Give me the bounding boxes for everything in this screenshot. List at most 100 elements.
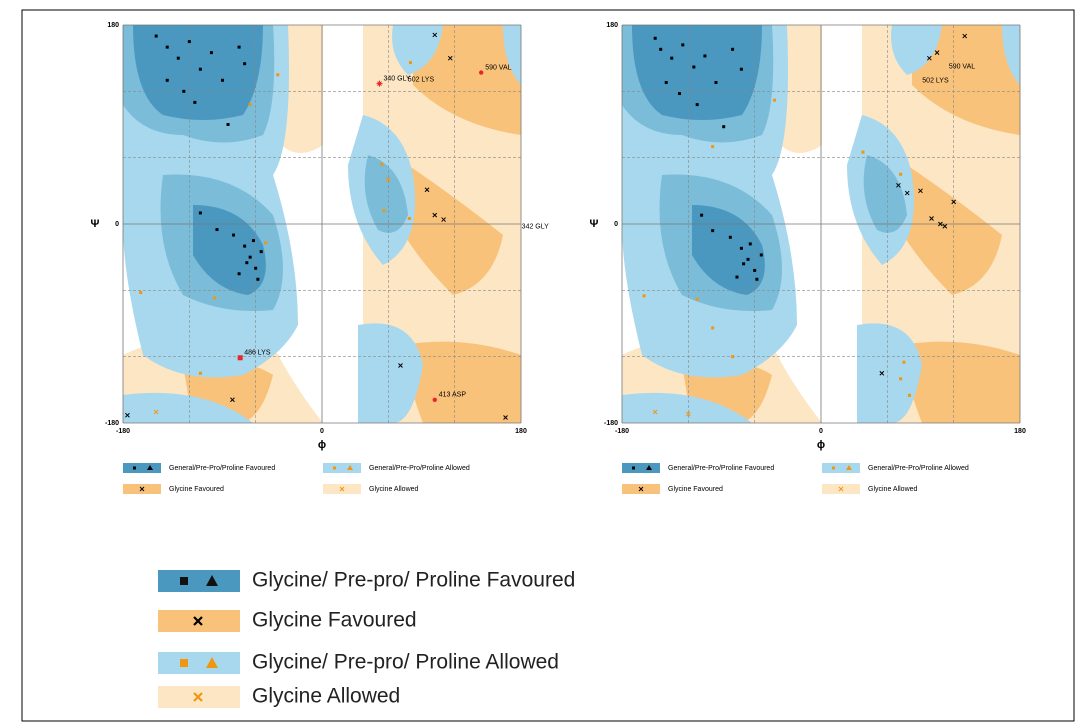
point bbox=[139, 291, 143, 295]
annotation: 486 LYS bbox=[244, 350, 271, 357]
point bbox=[722, 125, 726, 129]
highlight-point bbox=[237, 355, 243, 361]
legend-marker bbox=[832, 466, 835, 470]
y-tick-label: -180 bbox=[604, 420, 618, 427]
point bbox=[256, 277, 260, 281]
point bbox=[899, 377, 903, 381]
legend-label: Glycine Favoured bbox=[668, 486, 723, 493]
y-tick-label: 0 bbox=[614, 221, 618, 228]
point bbox=[731, 355, 735, 359]
legend-label: General/Pre-Pro/Proline Favoured bbox=[169, 465, 275, 472]
point bbox=[711, 229, 715, 233]
legend-label: General/Pre-Pro/Proline Allowed bbox=[369, 465, 470, 472]
y-tick-label: 180 bbox=[107, 22, 119, 29]
point bbox=[652, 409, 658, 415]
point bbox=[398, 363, 403, 368]
point bbox=[407, 216, 411, 220]
point bbox=[711, 326, 715, 330]
key-marker bbox=[193, 692, 203, 702]
x-tick-label: 180 bbox=[515, 428, 527, 435]
point bbox=[899, 172, 903, 176]
legend-marker bbox=[139, 486, 145, 492]
key-marker bbox=[193, 616, 203, 626]
annotation: 342 GLY bbox=[522, 224, 549, 231]
point bbox=[447, 55, 453, 61]
key-swatch bbox=[158, 570, 240, 592]
point bbox=[221, 78, 224, 82]
key-marker bbox=[180, 577, 188, 585]
legend-marker bbox=[638, 486, 644, 492]
point bbox=[755, 277, 759, 281]
point bbox=[951, 199, 957, 205]
point bbox=[904, 190, 910, 196]
point bbox=[245, 261, 249, 265]
point bbox=[259, 250, 263, 254]
point bbox=[226, 123, 230, 126]
point bbox=[659, 47, 663, 51]
point bbox=[714, 80, 718, 84]
point bbox=[934, 50, 940, 55]
point bbox=[187, 40, 191, 44]
point bbox=[692, 65, 696, 69]
point bbox=[711, 145, 715, 149]
point bbox=[938, 221, 943, 227]
legend-swatch bbox=[323, 463, 361, 473]
point bbox=[264, 241, 268, 245]
point bbox=[441, 217, 446, 222]
point bbox=[165, 78, 169, 82]
point bbox=[254, 266, 258, 270]
point bbox=[742, 262, 746, 266]
point bbox=[735, 275, 739, 279]
point bbox=[243, 244, 247, 248]
point bbox=[237, 272, 241, 276]
point bbox=[748, 242, 752, 246]
x-tick-label: 0 bbox=[819, 428, 823, 435]
annotation: 590 VAL bbox=[949, 63, 975, 70]
point bbox=[695, 103, 699, 107]
point bbox=[907, 393, 911, 397]
legend-label: Glycine Allowed bbox=[369, 486, 419, 493]
point bbox=[243, 62, 247, 66]
point bbox=[670, 56, 674, 60]
legend-label: Glycine Favoured bbox=[169, 486, 224, 493]
key-swatch bbox=[158, 652, 240, 674]
point bbox=[276, 73, 280, 77]
highlight-point bbox=[376, 80, 383, 87]
point bbox=[165, 45, 169, 49]
legend-marker bbox=[632, 466, 635, 470]
point bbox=[424, 187, 430, 193]
x-axis-label: ϕ bbox=[318, 439, 326, 451]
point bbox=[154, 34, 158, 38]
point bbox=[213, 296, 217, 300]
y-tick-label: 0 bbox=[115, 221, 119, 228]
y-tick-label: 180 bbox=[606, 22, 618, 29]
legend-label: General/Pre-Pro/Proline Allowed bbox=[868, 465, 969, 472]
point bbox=[503, 415, 508, 420]
y-axis-label: Ψ bbox=[590, 218, 599, 230]
point bbox=[232, 233, 236, 237]
point bbox=[929, 216, 934, 221]
legend-marker bbox=[846, 465, 852, 470]
annotation: 590 VAL bbox=[485, 64, 511, 71]
point bbox=[153, 409, 159, 415]
legend-marker bbox=[333, 466, 336, 470]
frame bbox=[21, 9, 1075, 722]
point bbox=[385, 177, 391, 183]
point bbox=[700, 213, 704, 217]
legend-marker bbox=[646, 465, 652, 470]
point bbox=[215, 228, 219, 232]
point bbox=[861, 150, 865, 154]
legend-marker bbox=[147, 465, 153, 470]
point bbox=[739, 67, 743, 71]
x-tick-label: 180 bbox=[1014, 428, 1026, 435]
point bbox=[251, 239, 255, 243]
point bbox=[879, 370, 885, 376]
point bbox=[664, 80, 668, 84]
point bbox=[896, 182, 901, 188]
highlight-point bbox=[479, 70, 484, 75]
legend-label: General/Pre-Pro/Proline Favoured bbox=[668, 465, 774, 472]
x-tick-label: 0 bbox=[320, 428, 324, 435]
point bbox=[642, 294, 646, 298]
point bbox=[380, 162, 384, 166]
